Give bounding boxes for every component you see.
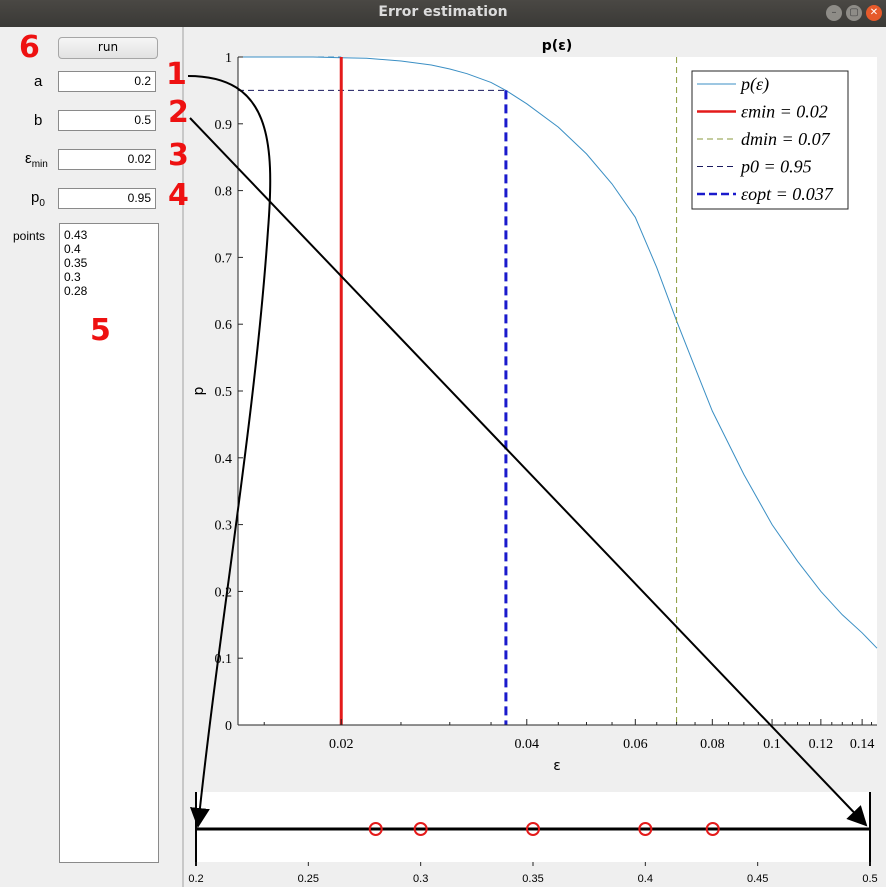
x-tick-label: 0.1 bbox=[763, 737, 781, 752]
y-tick-label: 0 bbox=[225, 719, 232, 734]
window-title: Error estimation bbox=[378, 4, 508, 20]
title-bar: Error estimation – ▢ ✕ bbox=[0, 0, 886, 27]
eps-min-label: εmin bbox=[25, 150, 48, 170]
points-list-item: 0.3 bbox=[64, 270, 81, 284]
points-list-item: 0.43 bbox=[64, 228, 88, 242]
run-button[interactable]: run bbox=[58, 37, 158, 59]
points-list-item: 0.35 bbox=[64, 256, 88, 270]
eps-symbol: ε bbox=[25, 150, 32, 167]
lower-x-tick-label: 0.5 bbox=[862, 873, 877, 885]
lower-plot-area bbox=[195, 792, 870, 862]
p0-input[interactable]: 0.95 bbox=[58, 188, 156, 209]
p0-symbol: p bbox=[31, 189, 40, 206]
arrow-a-to-lower-axis bbox=[187, 75, 272, 828]
points-label: points bbox=[13, 229, 46, 243]
eps-min-input[interactable]: 0.02 bbox=[58, 149, 156, 170]
y-axis-label: p bbox=[191, 386, 207, 395]
points-list-item: 0.28 bbox=[64, 284, 88, 298]
annotation-2: 2 bbox=[168, 95, 189, 130]
annotation-4: 4 bbox=[168, 178, 189, 213]
x-tick-label: 0.14 bbox=[850, 737, 875, 752]
y-tick-label: 1 bbox=[225, 51, 232, 66]
annotation-6: 6 bbox=[19, 30, 40, 65]
p-curve bbox=[238, 56, 878, 649]
x-tick-label: 0.02 bbox=[329, 737, 354, 752]
x-tick-label: 0.04 bbox=[515, 737, 540, 752]
lower-x-tick-label: 0.25 bbox=[298, 873, 319, 885]
y-tick-label: 0.2 bbox=[215, 585, 233, 600]
points-list-item: 0.4 bbox=[64, 242, 81, 256]
lower-x-tick-label: 0.45 bbox=[747, 873, 768, 885]
point-marker bbox=[638, 822, 653, 836]
x-tick-label: 0.06 bbox=[623, 737, 648, 752]
arrow-b-to-lower-axis bbox=[189, 117, 868, 827]
point-marker bbox=[368, 822, 383, 836]
legend-box bbox=[691, 70, 849, 210]
y-tick-label: 0.5 bbox=[215, 385, 233, 400]
y-tick-label: 0.9 bbox=[215, 118, 233, 133]
legend-entry: p(ε) bbox=[739, 74, 769, 95]
a-input[interactable]: 0.2 bbox=[58, 71, 156, 92]
legend-entry: p0 = 0.95 bbox=[739, 157, 812, 177]
lower-x-tick-label: 0.35 bbox=[522, 873, 543, 885]
x-tick-label: 0.08 bbox=[700, 737, 725, 752]
point-marker bbox=[526, 822, 540, 836]
annotation-1: 1 bbox=[166, 57, 187, 92]
annotation-3: 3 bbox=[168, 138, 189, 173]
close-icon[interactable]: ✕ bbox=[866, 5, 882, 21]
eps-subscript: min bbox=[31, 159, 48, 170]
chart-title: p(ε) bbox=[542, 38, 573, 54]
y-tick-label: 0.6 bbox=[215, 318, 233, 333]
a-label: a bbox=[34, 73, 43, 90]
point-marker bbox=[705, 822, 720, 836]
x-tick-label: 0.12 bbox=[809, 737, 834, 752]
y-tick-label: 0.4 bbox=[215, 452, 233, 467]
maximize-icon[interactable]: ▢ bbox=[846, 5, 862, 21]
points-textarea[interactable]: 0.43 0.4 0.35 0.3 0.28 bbox=[59, 223, 159, 863]
p0-subscript: 0 bbox=[39, 198, 45, 209]
y-tick-label: 0.7 bbox=[215, 251, 233, 266]
minimize-icon[interactable]: – bbox=[826, 5, 842, 21]
lower-x-tick-label: 0.4 bbox=[638, 873, 653, 885]
p0-label: p0 bbox=[31, 189, 45, 209]
legend-entry: dmin = 0.07 bbox=[741, 129, 831, 149]
b-input[interactable]: 0.5 bbox=[58, 110, 156, 131]
x-axis-label: ε bbox=[553, 758, 561, 774]
point-marker bbox=[413, 822, 428, 836]
lower-x-tick-label: 0.3 bbox=[413, 873, 428, 885]
y-tick-label: 0.8 bbox=[215, 185, 233, 200]
legend-entry: εmin = 0.02 bbox=[741, 102, 828, 122]
legend-entry: εopt = 0.037 bbox=[741, 184, 834, 204]
annotation-5: 5 bbox=[90, 313, 111, 348]
b-label: b bbox=[34, 112, 43, 129]
lower-x-tick-label: 0.2 bbox=[188, 873, 203, 885]
y-tick-label: 0.3 bbox=[215, 519, 233, 534]
